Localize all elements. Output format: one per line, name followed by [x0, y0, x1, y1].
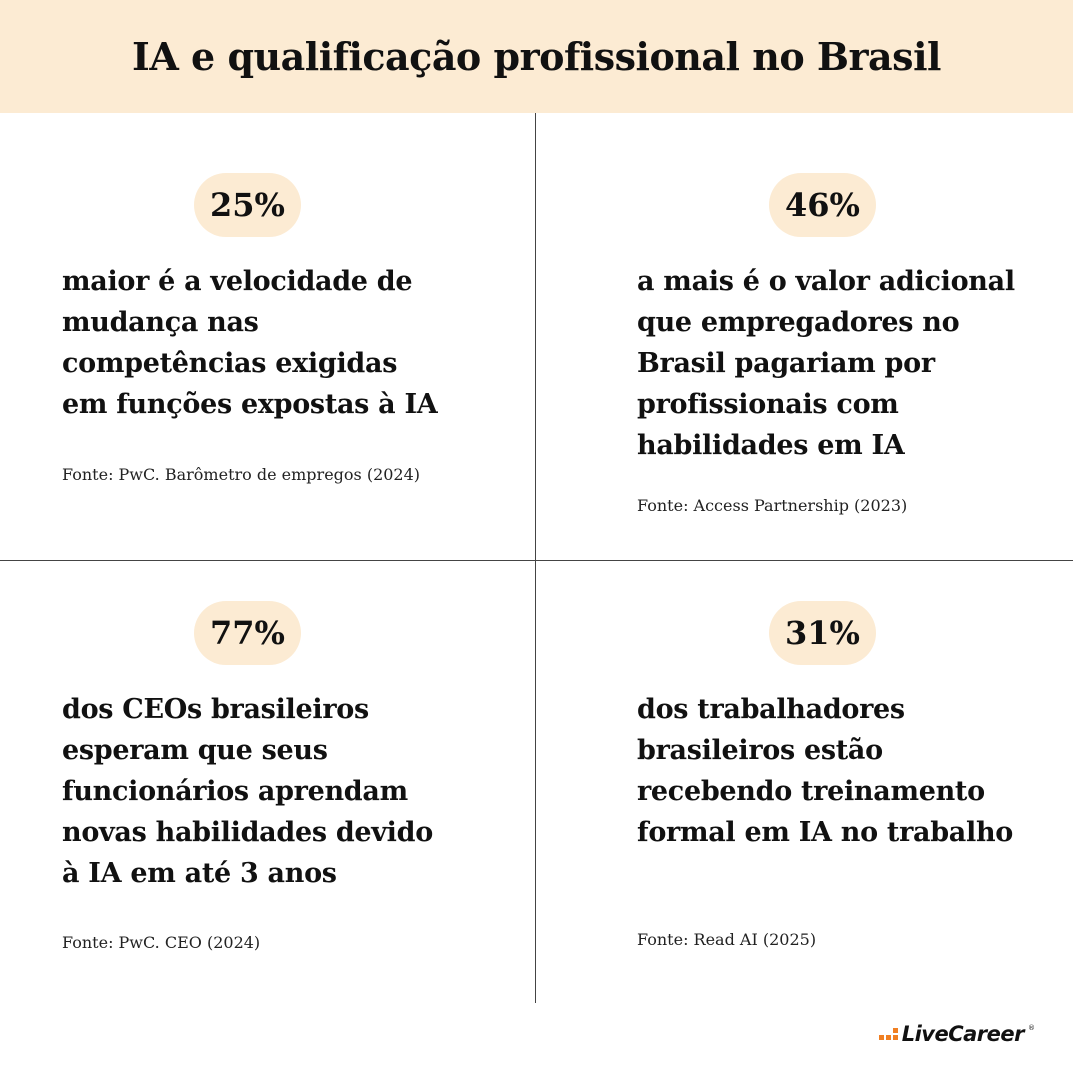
stat-badge-77: 77%	[194, 601, 301, 665]
stat-description-46: a mais é o valor adicional que empregado…	[637, 261, 1057, 466]
stat-description-77: dos CEOs brasileiros esperam que seus fu…	[62, 689, 482, 894]
description-line: formal em IA no trabalho	[637, 817, 1013, 848]
stat-badge-46: 46%	[769, 173, 876, 237]
stat-source-77: Fonte: PwC. CEO (2024)	[62, 933, 261, 952]
logo-dots-icon	[878, 1028, 898, 1040]
description-line: habilidades em IA	[637, 430, 905, 461]
description-line: esperam que seus	[62, 735, 328, 766]
page-title: IA e qualificação profissional no Brasil	[132, 34, 941, 79]
livecareer-logo: LiveCareer ®	[878, 1020, 1035, 1048]
stat-source-25: Fonte: PwC. Barômetro de empregos (2024)	[62, 465, 421, 484]
description-line: profissionais com	[637, 389, 899, 420]
stat-badge-31: 31%	[769, 601, 876, 665]
vertical-divider	[535, 113, 536, 1003]
stat-badge-25: 25%	[194, 173, 301, 237]
logo-trademark: ®	[1028, 1024, 1035, 1032]
stat-source-31: Fonte: Read AI (2025)	[637, 930, 817, 949]
description-line: que empregadores no	[637, 307, 960, 338]
description-line: a mais é o valor adicional	[637, 266, 1015, 297]
description-line: em funções expostas à IA	[62, 389, 438, 420]
description-line: brasileiros estão	[637, 735, 883, 766]
description-line: competências exigidas	[62, 348, 398, 379]
description-line: dos trabalhadores	[637, 694, 905, 725]
stat-description-25: maior é a velocidade de mudança nas comp…	[62, 261, 482, 425]
description-line: novas habilidades devido	[62, 817, 433, 848]
description-line: recebendo treinamento	[637, 776, 985, 807]
description-line: maior é a velocidade de	[62, 266, 413, 297]
stat-source-46: Fonte: Access Partnership (2023)	[637, 496, 908, 515]
header-banner: IA e qualificação profissional no Brasil	[0, 0, 1073, 113]
horizontal-divider	[0, 560, 1073, 561]
description-line: à IA em até 3 anos	[62, 858, 337, 889]
description-line: Brasil pagariam por	[637, 348, 935, 379]
logo-text: LiveCareer	[901, 1022, 1025, 1046]
description-line: funcionários aprendam	[62, 776, 408, 807]
stat-description-31: dos trabalhadores brasileiros estão rece…	[637, 689, 1057, 853]
description-line: dos CEOs brasileiros	[62, 694, 369, 725]
description-line: mudança nas	[62, 307, 259, 338]
